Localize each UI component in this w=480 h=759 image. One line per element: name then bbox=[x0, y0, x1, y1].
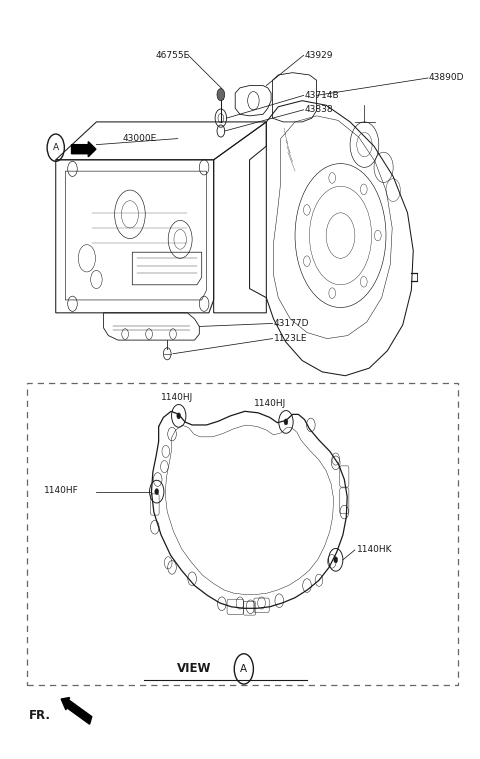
FancyArrow shape bbox=[61, 698, 92, 724]
Text: VIEW: VIEW bbox=[177, 663, 211, 676]
Circle shape bbox=[334, 557, 337, 563]
Circle shape bbox=[177, 413, 180, 419]
Text: 1140HK: 1140HK bbox=[357, 546, 393, 555]
Text: 43929: 43929 bbox=[305, 51, 333, 60]
Text: 43714B: 43714B bbox=[305, 91, 339, 100]
Text: 43890D: 43890D bbox=[429, 74, 465, 83]
Text: 43000E: 43000E bbox=[123, 134, 157, 143]
Bar bbox=[27, 383, 458, 685]
FancyArrow shape bbox=[72, 142, 96, 157]
Text: 46755E: 46755E bbox=[156, 51, 190, 60]
Circle shape bbox=[217, 89, 225, 101]
Text: 1140HJ: 1140HJ bbox=[161, 393, 193, 402]
Text: 1140HF: 1140HF bbox=[44, 486, 79, 495]
Text: 43838: 43838 bbox=[305, 106, 333, 115]
Circle shape bbox=[284, 419, 288, 425]
Text: 1140HJ: 1140HJ bbox=[254, 399, 287, 408]
Text: 43177D: 43177D bbox=[274, 319, 309, 328]
Text: A: A bbox=[53, 143, 59, 152]
Circle shape bbox=[155, 489, 158, 495]
Text: 1123LE: 1123LE bbox=[274, 334, 307, 343]
Text: FR.: FR. bbox=[28, 709, 50, 722]
Text: A: A bbox=[240, 664, 247, 674]
